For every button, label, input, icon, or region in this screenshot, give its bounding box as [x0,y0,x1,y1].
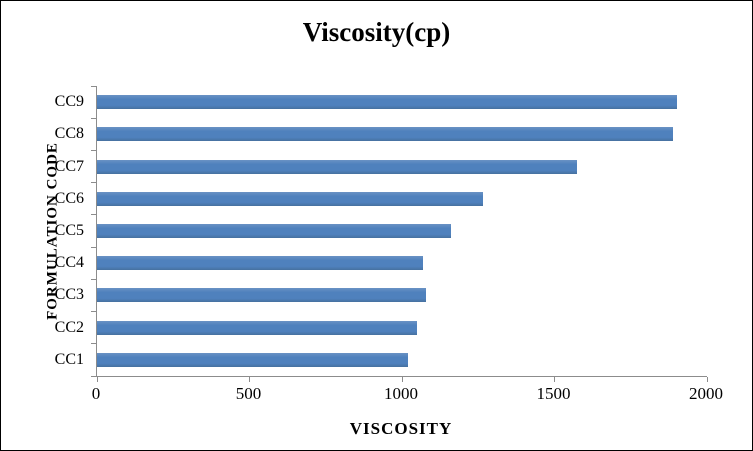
bar-cc4 [97,256,424,271]
bar-row [97,118,707,150]
bar-cc2 [97,320,418,335]
y-tick-label-cc2: CC2 [54,318,84,336]
y-tick-mark [91,117,96,119]
x-tick-mark [401,377,403,382]
y-axis-tick-labels: CC9 CC8 CC7 CC6 CC5 CC4 CC3 CC2 CC1 [41,86,91,376]
x-tick-label: 2000 [689,384,723,403]
bar-row [97,312,707,344]
bar-row [97,247,707,279]
y-tick-label-cc8: CC8 [54,125,84,143]
bar-row [97,344,707,376]
chart-title: Viscosity(cp) [302,17,451,47]
y-tick-mark [91,278,96,280]
y-tick-label-cc7: CC7 [54,157,84,175]
bar-cc9 [97,95,677,110]
y-tick-label-cc4: CC4 [54,254,84,272]
y-tick-mark [91,375,96,377]
y-tick-label-cc9: CC9 [54,93,84,111]
y-tick-label-cc6: CC6 [54,189,84,207]
bar-cc7 [97,159,578,174]
y-tick-label-cc5: CC5 [54,221,84,239]
y-tick-mark [91,85,96,87]
x-tick-label: 0 [91,384,101,403]
x-tick-mark [249,377,250,382]
bar-row [97,183,707,215]
plot-area [91,85,708,382]
y-tick-mark [91,214,96,216]
bar-row [97,150,707,182]
bar-row [97,279,707,311]
x-tick-mark [96,377,98,382]
x-tick-label: 1000 [384,384,418,403]
y-tick-label-cc3: CC3 [54,286,84,304]
bar-cc3 [97,288,427,303]
bar-cc8 [97,127,674,142]
bar-cc5 [97,223,451,238]
y-tick-label-cc1: CC1 [54,350,84,368]
bar-row [97,86,707,118]
y-tick-mark [91,182,96,184]
y-tick-mark [91,149,96,151]
x-tick-mark [554,377,555,382]
x-tick-label: 500 [235,384,262,403]
x-axis-tick-labels: 0 500 1000 1500 2000 [92,384,723,406]
bar-cc1 [97,352,409,367]
x-tick-label: 1500 [536,384,571,403]
x-tick-mark [706,377,708,382]
y-tick-mark [91,343,96,345]
x-axis-title: VISCOSITY [349,419,453,438]
y-tick-mark [91,311,96,313]
y-tick-mark [91,246,96,248]
bar-cc6 [97,191,483,206]
bar-row [97,215,707,247]
